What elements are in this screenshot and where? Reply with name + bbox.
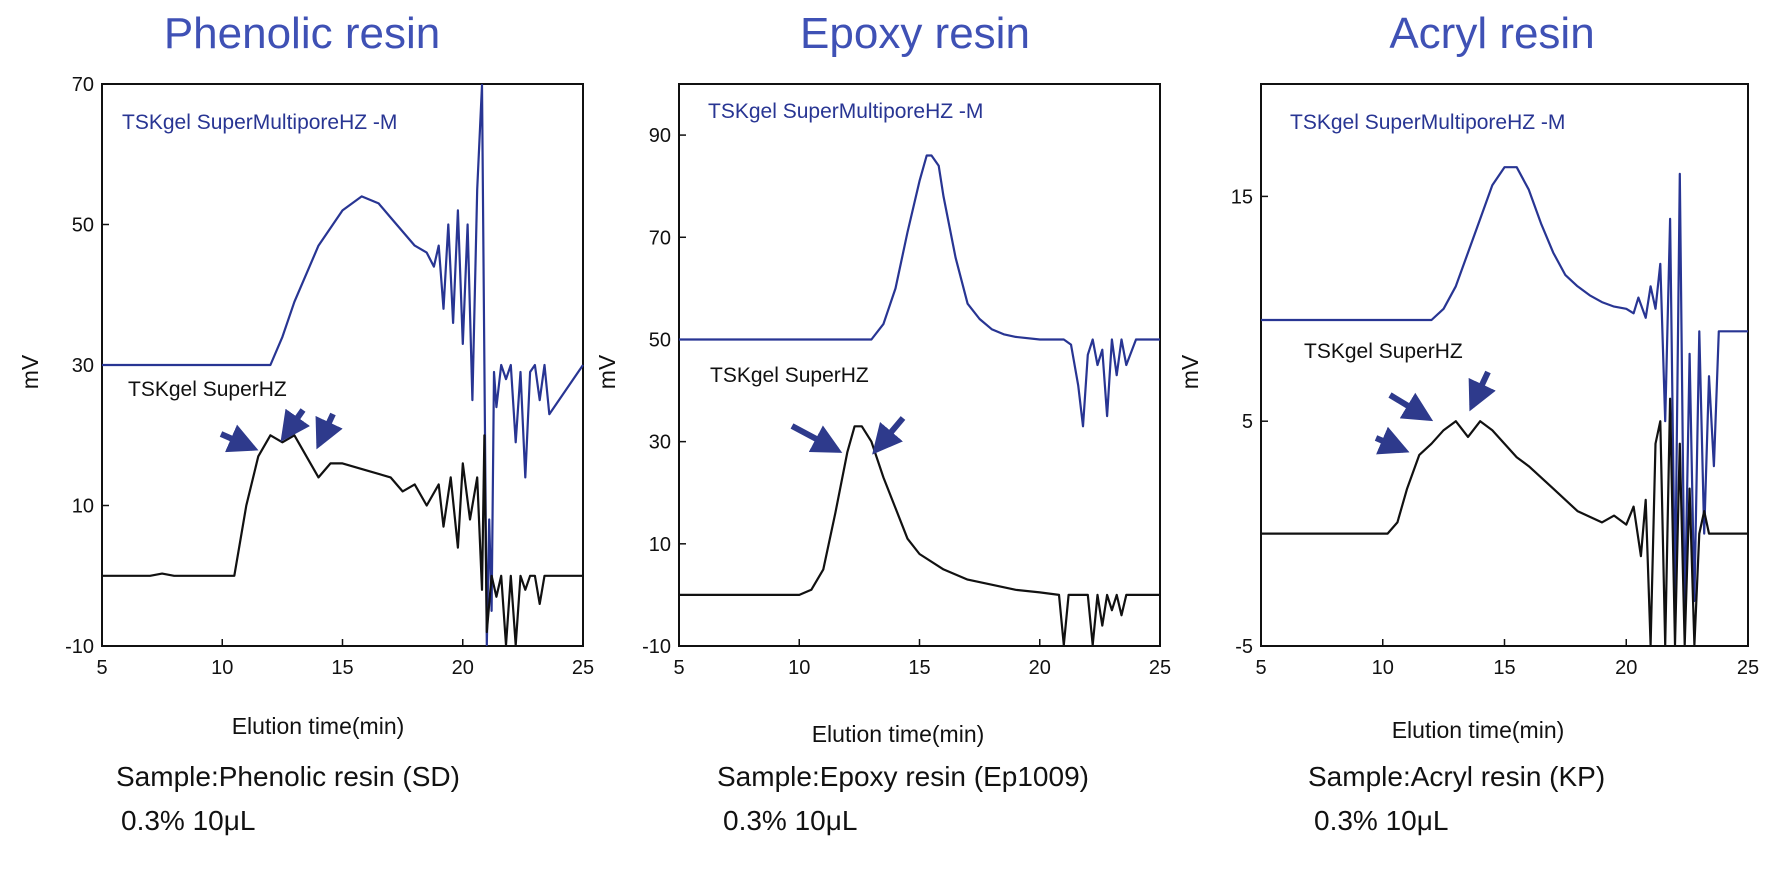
x-tick-label: 5 [673,657,684,679]
chart-title: Phenolic resin [164,9,440,58]
y-tick-label: 70 [649,227,671,249]
peak-arrow [280,408,311,442]
trace-label-multipore: TSKgel SuperMultiporeHZ -M [122,111,397,134]
chart-panel-phenolic: Phenolic resin -10 10 30 50 70 5 10 15 20 25 TSK… [17,9,594,836]
x-tick-label: 5 [1255,657,1266,679]
peak-arrows [219,408,343,453]
x-axis-label: Elution time(min) [232,713,405,739]
y-tick-label: -10 [65,636,94,658]
y-tick-label: 50 [649,329,671,351]
x-tick-label: 15 [1493,657,1515,679]
y-tick-label: 70 [72,74,94,96]
x-tick-label: 20 [452,657,474,679]
y-axis-label: mV [1177,354,1203,389]
trace-label-multipore: TSKgel SuperMultiporeHZ -M [708,100,983,123]
series-line-multipore [679,154,1160,428]
y-axis-ticks: -10 10 30 50 70 [65,74,109,658]
y-axis-label: mV [17,354,43,389]
series-layer [102,83,584,647]
series-layer [679,154,1160,647]
peak-arrow [790,423,843,453]
trace-label-superhz: TSKgel SuperHZ [1304,340,1463,363]
peak-arrow [1388,392,1434,422]
sample-caption: Sample:Acryl resin (KP) [1308,761,1605,792]
series-line-superhz [1261,397,1748,647]
x-tick-label: 20 [1029,657,1051,679]
peak-arrow [1468,370,1496,412]
x-tick-label: 10 [211,657,233,679]
chart-title: Epoxy resin [800,9,1030,58]
y-tick-label: 10 [649,534,671,556]
x-axis-ticks: 5 10 15 20 25 [96,639,594,679]
x-axis-ticks: 5 10 15 20 25 [1255,639,1759,679]
y-axis-ticks: -5 5 15 [1231,186,1268,658]
y-tick-label: 5 [1242,411,1253,433]
x-tick-label: 15 [331,657,353,679]
x-tick-label: 10 [788,657,810,679]
x-tick-label: 10 [1372,657,1394,679]
peak-arrow [872,416,906,455]
peak-arrow [315,412,343,450]
x-tick-label: 25 [572,657,594,679]
chart-panel-epoxy: Epoxy resin -10 10 30 50 70 90 5 10 15 20 25 TSKg… [594,9,1171,836]
trace-label-superhz: TSKgel SuperHZ [710,364,869,387]
x-tick-label: 15 [908,657,930,679]
y-tick-label: -10 [642,636,671,658]
y-tick-label: 50 [72,215,94,237]
series-line-multipore [102,83,584,647]
y-axis-label: mV [594,354,620,389]
conditions-caption: 0.3% 10μL [1314,805,1448,836]
x-axis-ticks: 5 10 15 20 25 [673,639,1171,679]
y-tick-label: 90 [649,125,671,147]
series-line-superhz [102,434,583,647]
peak-arrow [219,424,259,453]
peak-arrow [1374,426,1410,455]
x-tick-label: 5 [96,657,107,679]
x-axis-label: Elution time(min) [812,721,985,747]
x-tick-label: 25 [1737,657,1759,679]
x-tick-label: 20 [1615,657,1637,679]
series-layer [1261,166,1748,647]
y-tick-label: 30 [649,432,671,454]
y-tick-label: 15 [1231,186,1253,208]
x-axis-label: Elution time(min) [1392,717,1565,743]
peak-arrows [790,416,906,455]
sample-caption: Sample:Epoxy resin (Ep1009) [717,761,1089,792]
y-axis-ticks: -10 10 30 50 70 90 [642,125,686,658]
y-tick-label: 30 [72,355,94,377]
conditions-caption: 0.3% 10μL [723,805,857,836]
y-tick-label: 10 [72,496,94,518]
x-tick-label: 25 [1149,657,1171,679]
trace-label-multipore: TSKgel SuperMultiporeHZ -M [1290,111,1565,134]
series-line-multipore [1261,166,1748,625]
y-tick-label: -5 [1235,636,1253,658]
series-line-superhz [679,425,1160,647]
trace-label-superhz: TSKgel SuperHZ [128,378,287,401]
chart-title: Acryl resin [1389,9,1594,58]
conditions-caption: 0.3% 10μL [121,805,255,836]
sample-caption: Sample:Phenolic resin (SD) [116,761,460,792]
peak-arrows [1374,370,1496,455]
